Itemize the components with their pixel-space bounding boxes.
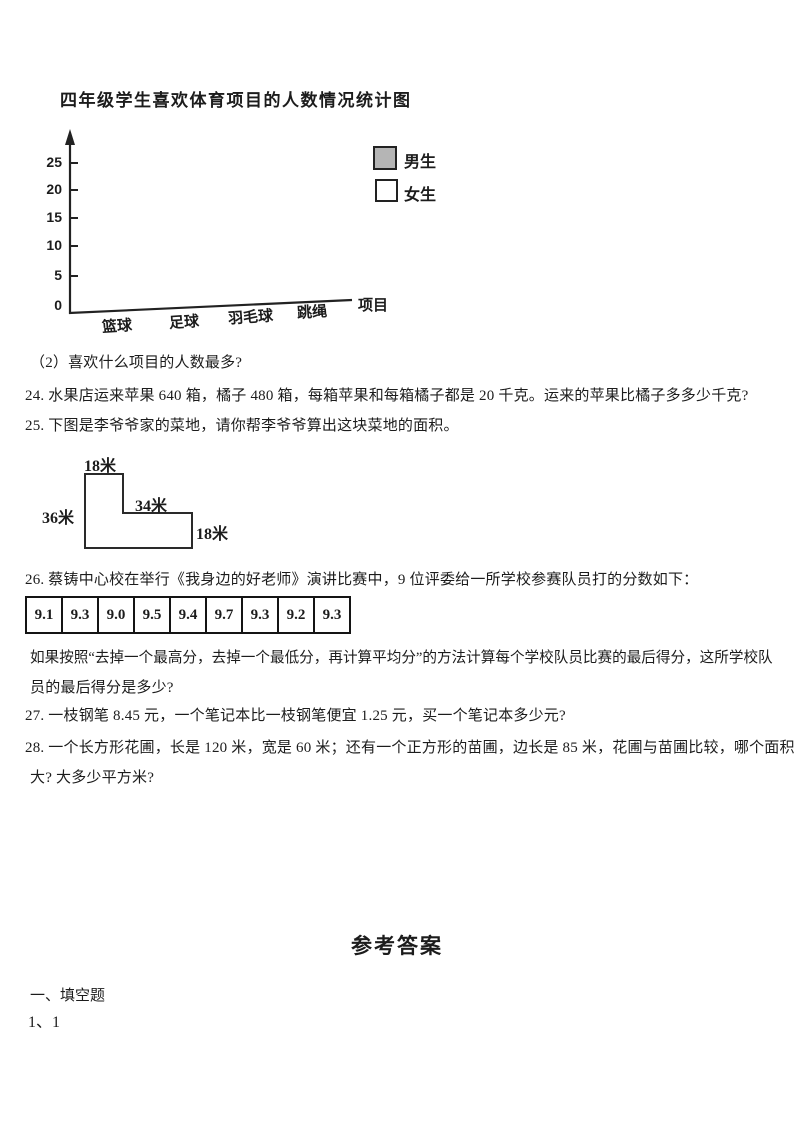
question-28-line2: 大? 大多少平方米?: [30, 770, 155, 786]
dim-top: 18米: [84, 458, 117, 475]
question-24: 24. 水果店运来苹果 640 箱，橘子 480 箱，每箱苹果和每箱橘子都是 2…: [25, 388, 749, 404]
question-2: （2）喜欢什么项目的人数最多?: [30, 355, 243, 371]
y-tick-20: 20: [46, 181, 62, 197]
question-25: 25. 下图是李爷爷家的菜地，请你帮李爷爷算出这块菜地的面积。: [25, 418, 459, 434]
x-category-jumprope: 跳绳: [296, 303, 328, 323]
y-tick-10: 10: [46, 237, 62, 253]
question-27: 27. 一枝钢笔 8.45 元，一个笔记本比一枝钢笔便宜 1.25 元，买一个笔…: [25, 708, 566, 724]
score-cell: 9.2: [277, 596, 315, 634]
y-tick-25: 25: [46, 154, 62, 170]
x-axis-label: 项目: [358, 298, 389, 314]
question-26-line2: 员的最后得分是多少?: [30, 680, 174, 696]
x-category-basketball: 篮球: [101, 317, 133, 337]
legend-male-label: 男生: [404, 154, 437, 171]
answers-heading: 参考答案: [351, 935, 443, 958]
chart-axes: [65, 129, 353, 315]
l-shape-outline: [84, 473, 193, 549]
dim-middle: 34米: [135, 498, 168, 515]
score-table-row: 9.1 9.3 9.0 9.5 9.4 9.7 9.3 9.2 9.3: [25, 596, 351, 634]
score-cell: 9.3: [61, 596, 99, 634]
x-category-soccer: 足球: [168, 313, 200, 333]
legend-female-label: 女生: [404, 187, 437, 204]
y-tick-0: 0: [54, 297, 62, 313]
score-cell: 9.3: [241, 596, 279, 634]
score-cell: 9.4: [169, 596, 207, 634]
score-cell: 9.5: [133, 596, 171, 634]
bar-chart: 25 20 15 10 5 0 篮球 足球 羽毛球 跳绳 项目 男生 女生: [0, 85, 480, 350]
dim-right: 18米: [196, 526, 229, 543]
question-26-line1: 如果按照“去掉一个最高分，去掉一个最低分，再计算平均分”的方法计算每个学校队员比…: [30, 650, 773, 666]
y-tick-15: 15: [46, 209, 62, 225]
x-category-badminton: 羽毛球: [227, 308, 274, 328]
score-cell: 9.7: [205, 596, 243, 634]
question-28-line1: 28. 一个长方形花圃，长是 120 米，宽是 60 米；还有一个正方形的苗圃，…: [25, 740, 794, 756]
score-cell: 9.1: [25, 596, 63, 634]
score-cell: 9.0: [97, 596, 135, 634]
answers-section-title: 一、填空题: [30, 987, 106, 1004]
field-figure: 18米 34米 36米 18米: [0, 448, 280, 563]
question-26-intro: 26. 蔡铸中心校在举行《我身边的好老师》演讲比赛中，9 位评委给一所学校参赛队…: [25, 572, 699, 588]
legend-male-swatch-icon: [373, 146, 397, 170]
y-axis-arrow-icon: [65, 129, 75, 145]
legend-female-swatch-icon: [375, 179, 398, 202]
score-table: 9.1 9.3 9.0 9.5 9.4 9.7 9.3 9.2 9.3: [25, 596, 351, 634]
score-cell: 9.3: [313, 596, 351, 634]
y-tick-5: 5: [54, 267, 62, 283]
answer-item-1: 1、1: [28, 1014, 61, 1031]
dim-left: 36米: [42, 510, 75, 527]
chart-title: 四年级学生喜欢体育项目的人数情况统计图: [60, 91, 412, 110]
